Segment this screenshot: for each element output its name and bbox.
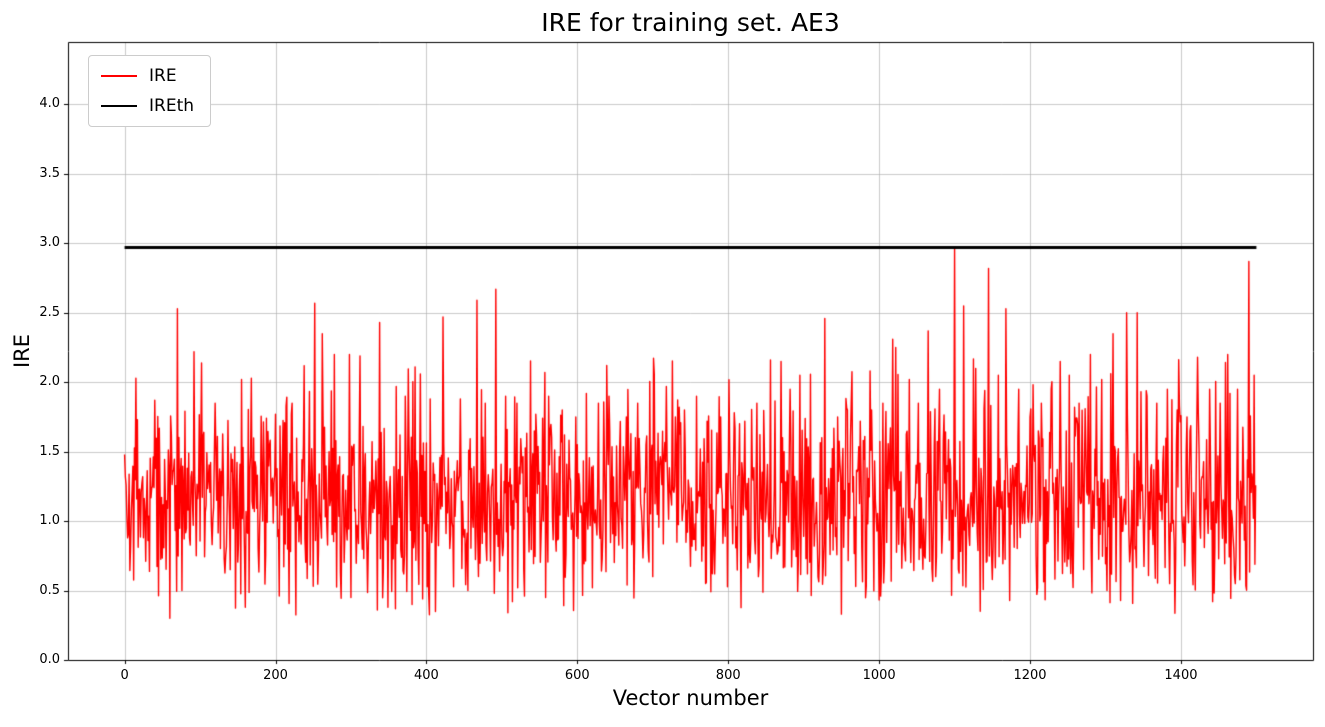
ireth-line-swatch bbox=[101, 105, 137, 107]
y-tick-label: 2.0 bbox=[39, 374, 60, 390]
legend-label-ireth: IREth bbox=[149, 96, 195, 116]
chart-title: IRE for training set. AE3 bbox=[541, 8, 840, 37]
y-tick-label: 3.5 bbox=[39, 165, 60, 181]
ire-line-swatch bbox=[101, 75, 137, 77]
x-tick-label: 1000 bbox=[862, 668, 896, 683]
y-tick-label: 3.0 bbox=[39, 235, 60, 251]
x-tick-label: 0 bbox=[120, 668, 129, 683]
y-axis-label: IRE bbox=[10, 333, 34, 369]
legend-entry-ire: IRE bbox=[101, 66, 194, 86]
legend: IRE IREth bbox=[88, 55, 212, 127]
x-tick-label: 600 bbox=[564, 668, 590, 683]
x-tick-label: 1200 bbox=[1013, 668, 1047, 683]
x-tick-label: 800 bbox=[715, 668, 741, 683]
y-tick-label: 4.0 bbox=[39, 96, 60, 112]
y-tick-label: 1.5 bbox=[39, 443, 60, 459]
y-tick-label: 0.0 bbox=[39, 652, 60, 667]
y-tick-label: 2.5 bbox=[39, 304, 60, 320]
x-tick-label: 1400 bbox=[1164, 668, 1198, 683]
x-axis-label: Vector number bbox=[612, 686, 769, 710]
y-tick-label: 1.0 bbox=[39, 513, 60, 529]
x-tick-label: 400 bbox=[413, 668, 439, 683]
x-tick-label: 200 bbox=[263, 668, 288, 683]
legend-entry-ireth: IREth bbox=[101, 96, 194, 116]
y-tick-label: 0.5 bbox=[39, 582, 60, 598]
legend-label-ire: IRE bbox=[149, 66, 177, 86]
